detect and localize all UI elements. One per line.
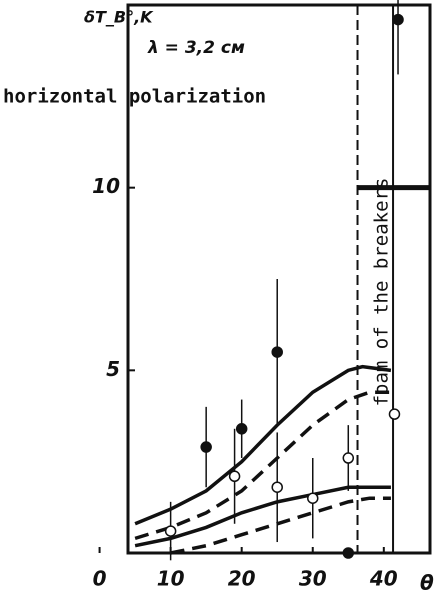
polarization: horizontal polarization <box>3 86 266 108</box>
curve <box>170 496 391 555</box>
point <box>392 13 404 26</box>
x-axis-label: θ° <box>420 571 435 595</box>
x-tick-label: 20 <box>228 567 256 591</box>
y-axis-label: δT_B°,K <box>84 8 154 27</box>
point <box>271 481 283 493</box>
x-tick-label: 0 <box>93 567 107 591</box>
x-tick-label: 40 <box>369 567 398 591</box>
point <box>200 441 212 453</box>
x-tick-label: 10 <box>157 567 185 591</box>
point <box>235 423 248 435</box>
foam-label: foam of the breakers <box>371 178 393 407</box>
y-tick-label: 5 <box>106 357 120 381</box>
point <box>307 492 319 504</box>
wavelength: λ = 3,2 cм <box>147 38 245 58</box>
frame <box>126 3 432 555</box>
curve <box>134 485 391 548</box>
point <box>342 452 355 464</box>
x-tick-label: 30 <box>299 567 327 591</box>
point <box>228 470 241 483</box>
curve <box>134 390 391 541</box>
y-tick-label: 10 <box>92 174 120 198</box>
point <box>388 408 401 420</box>
point <box>342 547 355 559</box>
point <box>164 525 177 537</box>
point <box>271 346 283 358</box>
